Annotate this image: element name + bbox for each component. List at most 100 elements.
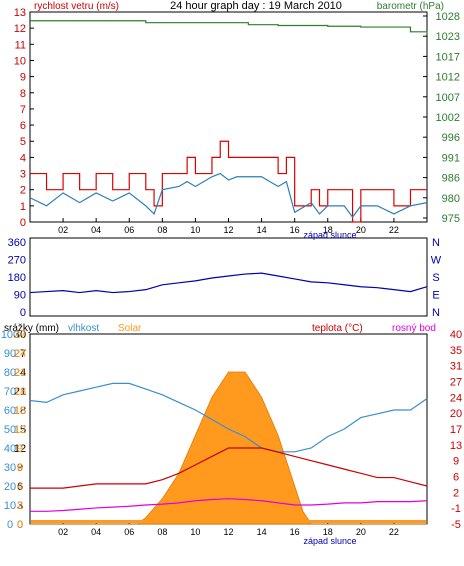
barometer-tick-label: 1017	[436, 51, 460, 63]
wind-tick-label: 4	[20, 152, 26, 164]
wind-axis-title: rychlost vetru (m/s)	[34, 1, 119, 12]
x-tick-label: 22	[389, 225, 399, 235]
direction-tick-label: 180	[8, 272, 26, 284]
temperature-series	[30, 447, 428, 489]
wind-tick-label: 0	[20, 217, 26, 229]
x-tick-label: 14	[257, 225, 267, 235]
compass-label: N	[432, 307, 440, 319]
temperature-tick-label: 6	[453, 472, 459, 484]
wind-panel-frame	[29, 11, 428, 223]
direction-panel-frame	[29, 237, 428, 317]
humidity-tick-label: 90	[4, 348, 16, 360]
rain-tick-label: 12	[14, 443, 26, 455]
compass-label: E	[432, 290, 439, 302]
sunset-label-bottom: západ slunce	[303, 536, 356, 546]
direction-tick-label: 270	[8, 255, 26, 267]
legend-dewpoint: rosný bod	[392, 323, 436, 334]
wind-tick-label: 10	[14, 55, 26, 67]
humidity-tick-label: 10	[4, 500, 16, 512]
sunset-label-top: západ slunce	[303, 230, 356, 240]
barometer-tick-label: 986	[442, 173, 460, 185]
humidity-tick-label: 100	[1, 329, 19, 341]
rain-tick-label: 30	[14, 329, 26, 341]
wind-direction-series	[29, 272, 428, 294]
barometer-tick-label: 975	[442, 213, 460, 225]
solar-tick-label: 9	[17, 443, 23, 455]
humidity-tick-label: 80	[4, 367, 16, 379]
humidity-series	[29, 382, 428, 453]
wind-tick-label: 2	[20, 185, 26, 197]
x-tick-label: 08	[157, 225, 167, 235]
humidity-tick-label: 70	[4, 386, 16, 398]
x-tick-label: 20	[356, 527, 366, 537]
x-tick-label: 08	[157, 527, 167, 537]
x-tick-label: 10	[190, 527, 200, 537]
temperature-tick-label: 31	[450, 361, 462, 373]
dewpoint-series	[30, 498, 428, 512]
rain-tick-label: 27	[14, 348, 26, 360]
temperature-tick-label: 40	[450, 329, 462, 341]
rain-tick-label: 6	[17, 481, 23, 493]
x-tick-label: 10	[190, 225, 200, 235]
temperature-tick-label: 9	[453, 456, 459, 468]
wind-tick-label: 8	[20, 88, 26, 100]
temperature-tick-label: -5	[451, 519, 461, 531]
barometer-tick-label: 991	[442, 152, 460, 164]
x-tick-label: 18	[323, 527, 333, 537]
humidity-tick-label: 50	[4, 424, 16, 436]
barometer-series	[30, 20, 428, 34]
rain-tick-label: 18	[14, 405, 26, 417]
rain-tick-label: 15	[14, 424, 26, 436]
temperature-tick-label: 13	[450, 440, 462, 452]
solar-tick-label: 12	[14, 424, 26, 436]
wind-tick-label: 1	[20, 201, 26, 213]
solar-tick-label: 18	[14, 386, 26, 398]
solar-tick-label: 0	[17, 519, 23, 531]
wind-tick-label: 12	[14, 23, 26, 35]
barometer-axis-title: barometr (hPa)	[377, 1, 444, 12]
barometer-tick-label: 1023	[436, 31, 460, 43]
x-tick-label: 18	[323, 225, 333, 235]
solar-tick-label: 2	[17, 500, 23, 512]
wind-tick-label: 11	[15, 39, 26, 51]
temperature-tick-label: 20	[450, 408, 462, 420]
solar-baseline	[31, 520, 426, 523]
wind-tick-label: 6	[20, 120, 26, 132]
wind-tick-label: 9	[20, 72, 26, 84]
temperature-tick-label: 2	[453, 487, 459, 499]
solar-tick-label: 6	[17, 462, 23, 474]
barometer-tick-label: 996	[442, 132, 460, 144]
x-tick-label: 12	[223, 225, 233, 235]
direction-tick-label: 0	[20, 307, 26, 319]
compass-label: N	[432, 237, 440, 249]
legend-solar: Solar	[118, 323, 142, 334]
x-tick-label: 12	[223, 527, 233, 537]
legend-temperature: teplota (°C)	[312, 323, 363, 334]
humidity-tick-label: 40	[4, 443, 16, 455]
x-tick-label: 22	[389, 527, 399, 537]
solar-tick-label: 21	[14, 367, 26, 379]
direction-tick-label: 90	[14, 290, 26, 302]
wind-tick-label: 3	[20, 169, 26, 181]
wind-average-series	[29, 172, 428, 219]
barometer-tick-label: 1007	[436, 92, 460, 104]
legend-rain: srážky (mm)	[4, 323, 59, 334]
wind-tick-label: 5	[20, 136, 26, 148]
barometer-tick-label: 1028	[436, 11, 460, 23]
temperature-tick-label: 24	[450, 392, 462, 404]
compass-label: S	[432, 272, 439, 284]
x-tick-label: 04	[91, 225, 101, 235]
humidity-tick-label: 0	[7, 519, 13, 531]
x-tick-label: 06	[124, 225, 134, 235]
rain-tick-label: 21	[14, 386, 26, 398]
humidity-tick-label: 30	[4, 462, 16, 474]
x-tick-label: 14	[257, 527, 267, 537]
wind-speed-series	[30, 140, 427, 223]
temperature-tick-label: 35	[450, 345, 462, 357]
chart-title: 24 hour graph day : 19 March 2010	[170, 0, 342, 12]
temperature-tick-label: -1	[451, 503, 461, 515]
barometer-tick-label: 980	[442, 193, 460, 205]
wind-tick-label: 7	[20, 104, 26, 116]
barometer-tick-label: 1002	[436, 112, 460, 124]
